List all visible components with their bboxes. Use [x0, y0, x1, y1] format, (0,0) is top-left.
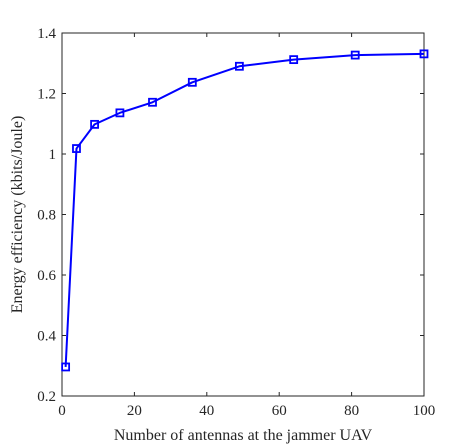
- data-point-marker: [289, 55, 299, 65]
- x-tick-label: 40: [199, 403, 214, 419]
- plot-box: [61, 32, 425, 397]
- data-point-marker: [115, 108, 125, 118]
- x-axis-label: Number of antennas at the jammer UAV: [114, 427, 373, 444]
- data-point-marker: [187, 77, 197, 87]
- y-tick-label: 1.2: [37, 87, 56, 103]
- tick-labels: 0 20 40 60 80 100 0.2 0.4 0.6 0.8 1 1.2 1.4: [37, 26, 435, 419]
- y-tick-label: 1: [49, 147, 57, 163]
- data-point-marker: [234, 61, 244, 71]
- y-tick-label: 1.4: [37, 26, 56, 42]
- x-tick-label: 60: [272, 403, 287, 419]
- plot-area: [61, 32, 425, 397]
- series-line: [64, 52, 425, 368]
- data-point-marker: [148, 97, 157, 107]
- x-tick-label: 0: [58, 403, 66, 419]
- data-point-marker: [72, 144, 81, 153]
- y-tick-label: 0.8: [37, 208, 56, 224]
- y-tick-label: 0.2: [37, 389, 56, 405]
- data-point-marker: [90, 119, 99, 129]
- x-tick-label: 80: [344, 403, 359, 419]
- data-point-marker: [419, 49, 429, 59]
- x-tick-label: 100: [413, 403, 436, 419]
- axis-ticks: [61, 32, 425, 397]
- series-layer: [61, 49, 429, 372]
- data-point-marker: [350, 50, 360, 60]
- y-tick-label: 0.4: [37, 329, 56, 345]
- x-tick-label: 20: [127, 403, 142, 419]
- data-point-marker: [61, 362, 71, 372]
- y-tick-label: 0.6: [37, 268, 56, 284]
- y-axis-label: Energy efficiency (kbits/Joule): [9, 116, 26, 314]
